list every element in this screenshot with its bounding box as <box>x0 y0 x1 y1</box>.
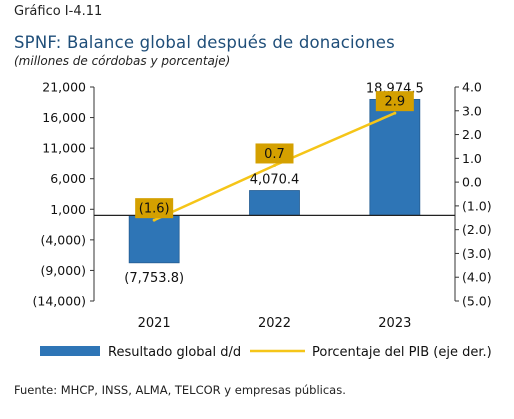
category-label: 2021 <box>138 316 171 331</box>
bar-2022 <box>249 190 300 216</box>
left-tick-label: 6,000 <box>50 171 86 186</box>
bar-value-label: 4,070.4 <box>250 173 300 188</box>
pib-point-2022 <box>273 163 276 167</box>
category-label: 2022 <box>258 316 291 331</box>
right-axis: 4.0 3.0 2.0 1.0 0.0 (1.0) (2.0) (3.0) (4.0) (5.0) <box>454 80 492 309</box>
pib-value-label: 2.9 <box>384 95 405 110</box>
bar-2021 <box>128 214 180 264</box>
left-tick-label: (4,000) <box>40 232 86 247</box>
left-tick-label: (14,000) <box>33 294 87 309</box>
right-tick-label: (5.0) <box>462 294 492 309</box>
pib-point-2021 <box>152 218 156 222</box>
chart-subtitle: (millones de córdobas y porcentaje) <box>14 54 231 68</box>
pib-value-label: 0.7 <box>264 147 285 162</box>
pib-label-box <box>255 143 294 164</box>
category-label: 2023 <box>378 316 411 331</box>
right-tick-label: 0.0 <box>462 175 482 190</box>
legend-bar-label: Resultado global d/d <box>108 345 241 360</box>
legend-bar-swatch <box>40 346 100 356</box>
right-tick-label: (2.0) <box>462 222 492 237</box>
pib-point-2023 <box>393 111 397 115</box>
bar-2023 <box>369 98 421 216</box>
left-axis: 21,000 16,000 11,000 6,000 1,000 (4,000) (9,00… <box>33 80 95 309</box>
right-tick-label: (1.0) <box>462 198 492 213</box>
left-tick-label: 11,000 <box>42 141 86 156</box>
right-tick-label: (3.0) <box>462 246 492 261</box>
left-tick-label: 1,000 <box>50 202 86 217</box>
source-note: Fuente: MHCP, INSS, ALMA, TELCOR y empre… <box>14 383 346 397</box>
right-tick-label: 4.0 <box>462 80 482 95</box>
bar-value-label: (7,753.8) <box>124 271 184 286</box>
pib-value-label: (1.6) <box>139 202 170 217</box>
pib-label-box <box>375 91 414 112</box>
pib-label-box <box>135 198 174 219</box>
left-tick-label: 21,000 <box>42 80 86 95</box>
legend: Resultado global d/d Porcentaje del PIB (… <box>40 345 492 360</box>
right-tick-label: 1.0 <box>462 151 482 166</box>
right-tick-label: 3.0 <box>462 103 482 118</box>
legend-line-label: Porcentaje del PIB (eje der.) <box>312 345 492 360</box>
chart-title: SPNF: Balance global después de donacion… <box>14 33 395 52</box>
data-labels: (7,753.8)4,070.418,974.5(1.6)0.72.9 <box>124 81 423 285</box>
x-axis-labels: 2021 2022 2023 <box>138 316 412 331</box>
line-series <box>152 111 397 222</box>
right-tick-label: 2.0 <box>462 127 482 142</box>
figure-number: Gráfico I-4.11 <box>14 4 103 19</box>
left-tick-label: (9,000) <box>40 263 86 278</box>
right-tick-label: (4.0) <box>462 270 492 285</box>
left-tick-label: 16,000 <box>42 110 86 125</box>
